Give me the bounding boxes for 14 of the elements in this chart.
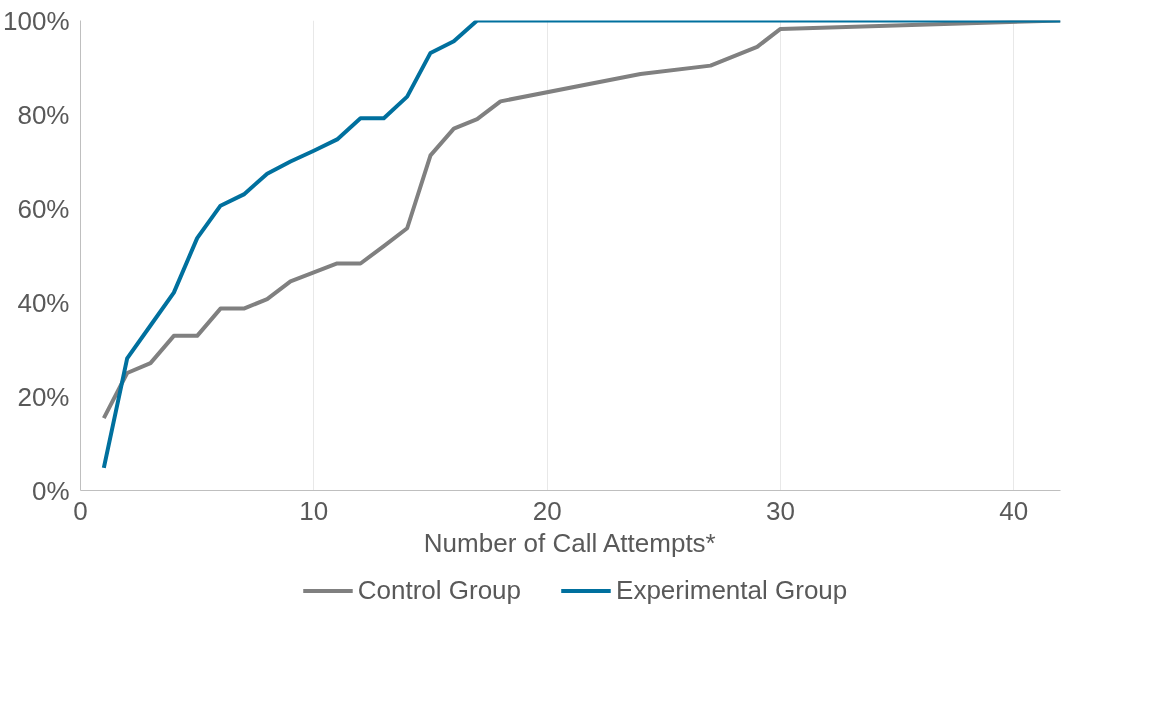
legend-label: Experimental Group — [616, 574, 848, 606]
x-tick-label: 30 — [766, 495, 795, 526]
x-tick-label: 0 — [73, 495, 88, 526]
x-tick-label: 40 — [999, 495, 1029, 526]
y-tick-label: 80% — [17, 99, 70, 130]
y-tick-label: 100% — [3, 5, 70, 36]
y-tick-label: 20% — [17, 381, 70, 412]
x-tick-label: 20 — [532, 495, 562, 526]
legend-label: Control Group — [357, 574, 522, 606]
y-tick-label: 0% — [31, 475, 70, 506]
y-tick-label: 60% — [17, 193, 70, 224]
y-tick-label: 40% — [17, 287, 70, 318]
x-axis-title: Number of Call Attempts* — [423, 527, 716, 558]
x-tick-label: 10 — [299, 495, 329, 526]
